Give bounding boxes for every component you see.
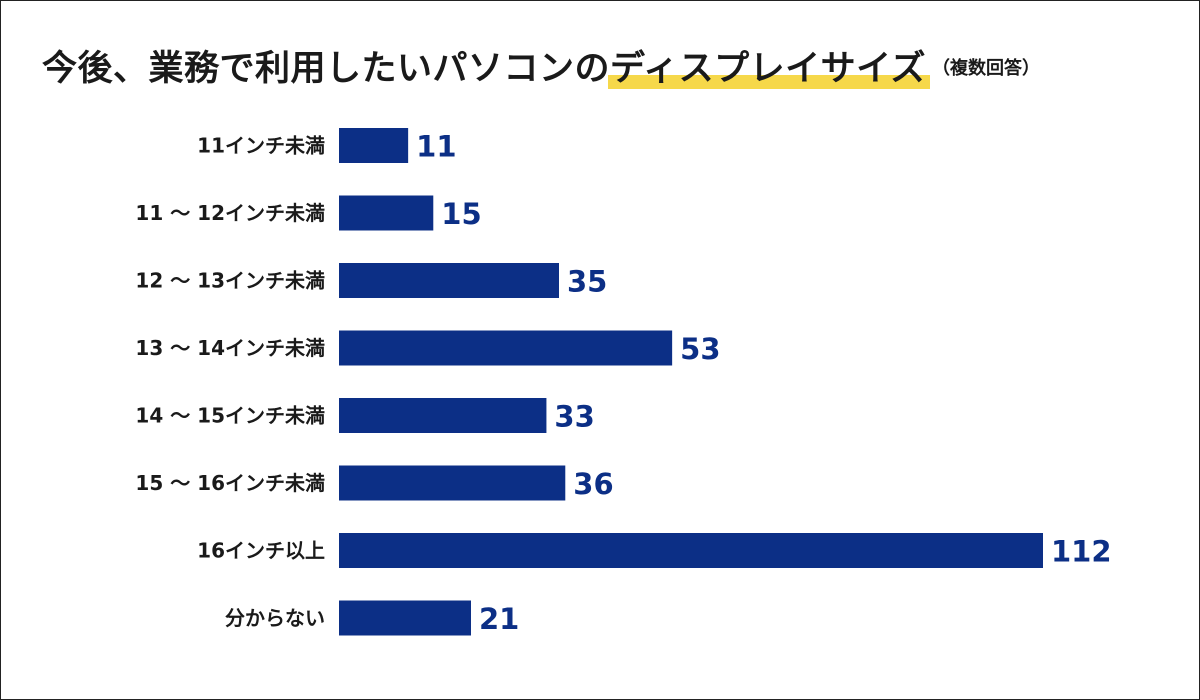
category-label: 11インチ未満	[197, 134, 325, 158]
bar	[339, 330, 673, 366]
bar	[339, 600, 471, 636]
title-main: 今後、業務で利用したいパソコンの	[42, 49, 611, 89]
bar	[339, 533, 1043, 568]
title-subtitle: （複数回答）	[932, 58, 1041, 79]
bar	[339, 398, 547, 433]
category-label: 16インチ以上	[197, 539, 325, 563]
value-label: 33	[554, 400, 594, 434]
chart-title: 今後、業務で利用したいパソコンのディスプレイサイズ （複数回答）	[42, 40, 1182, 100]
bar	[339, 128, 409, 163]
bar	[339, 195, 434, 231]
value-label: 21	[479, 602, 519, 636]
value-label: 112	[1051, 535, 1112, 569]
value-label: 53	[680, 332, 720, 366]
category-label: 14 〜 15インチ未満	[135, 404, 325, 428]
category-label: 12 〜 13インチ未満	[135, 269, 325, 293]
category-label: 分からない	[225, 606, 325, 630]
value-label: 35	[567, 265, 607, 299]
category-label: 15 〜 16インチ未満	[135, 471, 325, 495]
value-label: 36	[573, 467, 613, 501]
category-label: 13 〜 14インチ未満	[135, 336, 325, 360]
title-highlight: ディスプレイサイズ	[608, 40, 931, 91]
bar	[339, 263, 559, 298]
category-label: 11 〜 12インチ未満	[135, 201, 325, 225]
bar	[339, 465, 566, 501]
value-label: 15	[441, 197, 481, 231]
value-label: 11	[416, 130, 456, 164]
